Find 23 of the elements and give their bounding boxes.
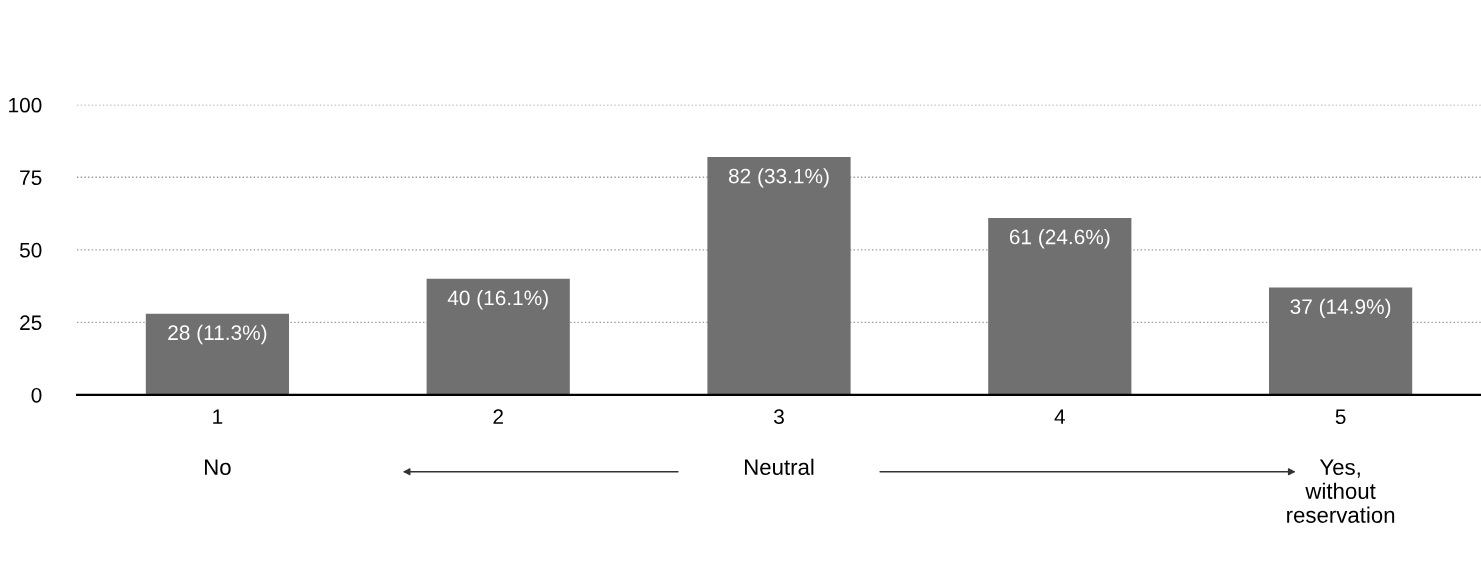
data-label: 82 (33.1%)	[728, 168, 829, 188]
text: Yes, without reservation	[1287, 459, 1395, 523]
data-label: 28 (11.3%)	[168, 324, 267, 345]
text: Neutral	[745, 458, 814, 476]
x-tick-label: 4	[1054, 409, 1065, 424]
data-label: 37 (14.9%)	[1290, 298, 1391, 319]
x-tick-label: 1	[213, 409, 223, 424]
x-tick-label: 5	[1335, 409, 1346, 425]
bar	[426, 278, 570, 395]
bar	[707, 157, 851, 395]
x-tick-label: 3	[774, 409, 784, 425]
data-label: 61 (24.6%)	[1009, 229, 1110, 249]
y-tick-label: 25	[20, 315, 42, 331]
bar	[988, 217, 1132, 395]
bar	[145, 313, 290, 395]
data-label: 40 (16.1%)	[447, 289, 548, 310]
bar	[1269, 287, 1413, 395]
x-tick-label: 2	[493, 409, 503, 424]
y-tick-label: 100	[9, 97, 42, 113]
y-tick-label: 75	[20, 170, 42, 186]
y-tick-label: 50	[19, 242, 42, 258]
y-tick-label: 0	[31, 387, 42, 403]
text: No	[205, 459, 231, 476]
